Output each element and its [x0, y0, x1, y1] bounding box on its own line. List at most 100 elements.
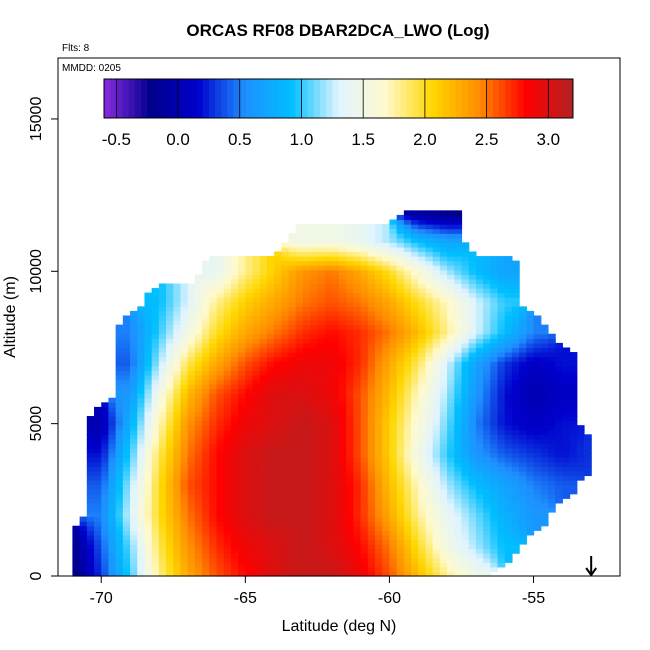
- heatmap-cell: [94, 489, 102, 495]
- heatmap-cell: [137, 562, 146, 568]
- heatmap-cell: [483, 457, 491, 463]
- heatmap-cell: [144, 466, 153, 472]
- heatmap-cell: [411, 292, 419, 298]
- heatmap-cell: [288, 269, 297, 275]
- heatmap-cell: [375, 352, 383, 358]
- heatmap-cell: [238, 438, 246, 445]
- heatmap-cell: [223, 452, 232, 458]
- heatmap-cell: [288, 352, 297, 358]
- heatmap-cell: [216, 265, 225, 271]
- heatmap-cell: [137, 448, 146, 454]
- heatmap-cell: [547, 425, 556, 431]
- heatmap-cell: [367, 269, 376, 275]
- heatmap-cell: [375, 278, 383, 285]
- heatmap-cell: [497, 256, 506, 262]
- heatmap-cell: [461, 516, 470, 522]
- heatmap-cell: [432, 228, 441, 234]
- heatmap-cell: [403, 420, 412, 426]
- heatmap-cell: [439, 438, 448, 445]
- heatmap-cell: [130, 557, 138, 563]
- heatmap-cell: [346, 530, 355, 536]
- heatmap-cell: [490, 530, 499, 536]
- heatmap-cell: [382, 566, 391, 573]
- heatmap-cell: [411, 438, 419, 445]
- heatmap-cell: [353, 516, 362, 522]
- heatmap-cell: [295, 448, 304, 454]
- heatmap-cell: [353, 489, 362, 495]
- heatmap-cell: [252, 278, 261, 285]
- heatmap-cell: [317, 269, 326, 275]
- heatmap-cell: [432, 274, 441, 280]
- heatmap-cell: [461, 571, 470, 577]
- heatmap-cell: [223, 292, 232, 298]
- heatmap-cell: [360, 498, 369, 504]
- heatmap-cell: [346, 411, 355, 417]
- heatmap-cell: [137, 452, 146, 458]
- heatmap-cell: [137, 370, 146, 376]
- heatmap-cell: [339, 512, 347, 518]
- heatmap-cell: [540, 470, 549, 477]
- heatmap-cell: [209, 470, 218, 477]
- heatmap-cell: [533, 416, 542, 422]
- heatmap-cell: [447, 548, 455, 554]
- heatmap-cell: [130, 448, 138, 454]
- heatmap-cell: [461, 461, 470, 467]
- heatmap-cell: [137, 498, 146, 504]
- heatmap-cell: [447, 379, 455, 385]
- heatmap-cell: [151, 338, 160, 344]
- heatmap-cell: [353, 310, 362, 317]
- heatmap-cell: [94, 480, 102, 486]
- heatmap-cell: [346, 402, 355, 408]
- heatmap-cell: [108, 493, 117, 499]
- heatmap-cell: [475, 342, 484, 349]
- heatmap-cell: [569, 374, 578, 381]
- heatmap-cell: [346, 333, 355, 339]
- heatmap-cell: [281, 429, 290, 435]
- heatmap-cell: [389, 484, 398, 490]
- heatmap-cell: [475, 480, 484, 486]
- heatmap-cell: [447, 297, 455, 303]
- heatmap-cell: [216, 534, 225, 541]
- heatmap-cell: [331, 461, 340, 467]
- heatmap-cell: [511, 420, 520, 426]
- heatmap-cell: [403, 356, 412, 362]
- heatmap-cell: [461, 333, 470, 339]
- heatmap-cell: [130, 393, 138, 399]
- heatmap-cell: [360, 544, 369, 550]
- heatmap-cell: [475, 374, 484, 381]
- heatmap-cell: [346, 278, 355, 285]
- heatmap-cell: [526, 498, 535, 504]
- heatmap-cell: [281, 534, 290, 541]
- heatmap-cell: [432, 425, 441, 431]
- heatmap-cell: [302, 429, 311, 435]
- heatmap-cell: [230, 388, 239, 394]
- heatmap-cell: [519, 425, 527, 431]
- heatmap-cell: [411, 534, 419, 541]
- heatmap-cell: [310, 274, 318, 280]
- heatmap-cell: [194, 288, 203, 294]
- heatmap-cell: [166, 297, 174, 303]
- heatmap-cell: [540, 402, 549, 408]
- heatmap-cell: [151, 402, 160, 408]
- heatmap-cell: [396, 324, 405, 330]
- heatmap-cell: [555, 498, 563, 504]
- heatmap-cell: [180, 516, 189, 522]
- heatmap-cell: [490, 388, 499, 394]
- heatmap-cell: [245, 562, 254, 568]
- heatmap-cell: [439, 571, 448, 577]
- heatmap-cell: [230, 320, 239, 326]
- heatmap-cell: [266, 489, 275, 495]
- heatmap-cell: [295, 329, 304, 335]
- heatmap-cell: [194, 361, 203, 367]
- heatmap-cell: [230, 365, 239, 371]
- heatmap-cell: [187, 406, 196, 413]
- heatmap-cell: [230, 416, 239, 422]
- heatmap-cell: [439, 516, 448, 522]
- heatmap-cell: [122, 370, 131, 376]
- heatmap-cell: [562, 361, 571, 367]
- heatmap-cell: [439, 397, 448, 403]
- heatmap-cell: [403, 283, 412, 289]
- heatmap-cell: [274, 452, 282, 458]
- heatmap-cell: [166, 352, 174, 358]
- heatmap-cell: [360, 434, 369, 440]
